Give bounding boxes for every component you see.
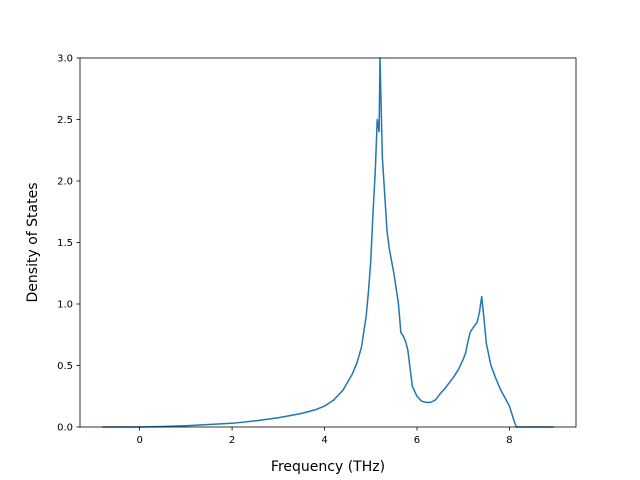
y-axis-ticks: 0.0 0.5 1.0 1.5 2.0 2.5 3.0: [57, 54, 80, 434]
x-tick-label: 4: [321, 435, 327, 446]
x-tick-label: 2: [229, 435, 235, 446]
x-tick-label: 8: [506, 435, 512, 446]
x-axis-label: Frequency (THz): [271, 459, 385, 475]
y-axis-label: Density of States: [25, 183, 41, 303]
y-tick-label: 0.5: [57, 361, 73, 372]
y-tick-label: 1.0: [57, 300, 73, 311]
x-axis-ticks: 0 2 4 6 8: [136, 427, 513, 446]
x-tick-label: 6: [414, 435, 420, 446]
axes-frame: [79, 57, 577, 428]
dos-line: [101, 57, 555, 428]
plot-area: [101, 57, 555, 428]
y-tick-label: 1.5: [57, 238, 73, 249]
y-tick-label: 2.0: [57, 177, 73, 188]
y-tick-label: 2.5: [57, 115, 73, 126]
y-tick-label: 0.0: [57, 423, 73, 434]
y-tick-label: 3.0: [57, 54, 73, 65]
x-tick-label: 0: [136, 435, 142, 446]
